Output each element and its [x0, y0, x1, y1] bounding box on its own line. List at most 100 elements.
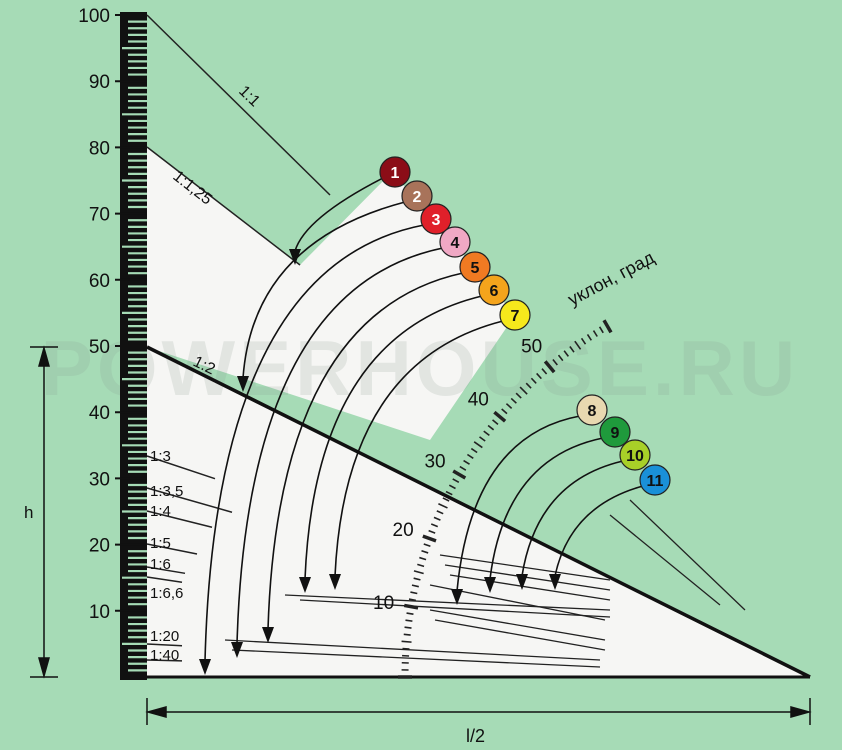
- angle-tick: [410, 591, 418, 595]
- angle-tick: [487, 424, 495, 431]
- angle-tick: [580, 337, 587, 345]
- arrow-head: [484, 577, 496, 593]
- angle-tick: [403, 633, 411, 636]
- angle-tick: [448, 484, 456, 490]
- arrow-arc: [236, 247, 444, 645]
- angle-tick: [417, 563, 425, 568]
- marker-label: 9: [611, 425, 620, 442]
- arrow-head: [299, 577, 311, 593]
- arrow-head: [262, 627, 274, 643]
- marker-label: 7: [511, 308, 520, 325]
- marker-label: 5: [471, 260, 480, 277]
- arrow-head: [329, 574, 341, 590]
- marker-label: 3: [432, 212, 441, 229]
- angle-scale-title: уклон, град: [564, 247, 658, 309]
- arrow-head: [231, 642, 243, 658]
- angle-tick: [470, 447, 478, 454]
- arrow-head: [199, 659, 211, 675]
- angle-tick: [445, 490, 453, 496]
- slope-line-segment: [146, 576, 183, 584]
- arrow-arc: [267, 272, 464, 630]
- y-tick-label: 20: [89, 536, 110, 557]
- arrow-head: [516, 574, 528, 590]
- slope-line-segment: [146, 566, 186, 575]
- marker-circle: [576, 394, 608, 426]
- angle-tick: [515, 392, 522, 399]
- angle-tick: [569, 346, 575, 353]
- fan-line-segment: [299, 599, 611, 618]
- marker-circle: [420, 203, 452, 235]
- fan-line-segment: [629, 499, 746, 611]
- y-tick-label: 10: [89, 602, 110, 623]
- arrow-arc: [521, 460, 624, 577]
- angle-tick: [422, 534, 437, 543]
- angle-tick: [430, 523, 439, 528]
- arrow-arc: [204, 224, 425, 662]
- angle-tick: [473, 441, 483, 449]
- arrow-arc: [456, 415, 581, 592]
- slope-label-1-4: 1:4: [150, 503, 171, 520]
- angle-tick: [442, 497, 450, 502]
- angle-tick: [459, 465, 467, 471]
- y-tick-label: 40: [89, 403, 110, 424]
- arrow-arc: [242, 201, 406, 379]
- arrow-head: [289, 249, 301, 265]
- angle-tick: [433, 516, 441, 521]
- y-tick-label: 30: [89, 469, 110, 490]
- marker-label: 4: [451, 235, 460, 252]
- marker-circle: [401, 180, 433, 212]
- slope-line-segment: [146, 455, 216, 480]
- fan-line-segment: [284, 594, 611, 611]
- slope-label-1-66: 1:6,6: [150, 585, 183, 602]
- arrow-head: [549, 574, 561, 590]
- angle-scale-label: 50: [521, 336, 542, 357]
- slope-line-segment: [146, 510, 213, 529]
- angle-tick: [436, 510, 444, 515]
- arrow-head: [237, 376, 249, 392]
- angle-scale-label: 10: [373, 593, 394, 614]
- angle-tick: [563, 350, 570, 357]
- angle-tick: [438, 503, 448, 509]
- angle-tick: [423, 543, 431, 548]
- angle-tick: [452, 469, 467, 480]
- marker-label: 6: [490, 283, 499, 300]
- angle-tick: [413, 577, 421, 581]
- fan-line-segment: [439, 554, 611, 581]
- arrow-arc: [334, 320, 504, 577]
- watermark: POWERHOUSE.RU: [41, 324, 799, 412]
- angle-tick: [552, 359, 558, 366]
- y-tick-label: 70: [89, 205, 110, 226]
- slope-line-segment: [146, 543, 198, 555]
- angle-tick: [411, 584, 419, 588]
- arrow-arc: [294, 177, 384, 252]
- angle-scale-label: 20: [393, 520, 414, 541]
- marker-label: 1: [391, 165, 400, 182]
- marker-circle: [439, 226, 471, 258]
- slope-label-1-20: 1:20: [150, 628, 179, 645]
- fan-line-segment: [449, 574, 611, 601]
- arrow-arc: [489, 437, 604, 580]
- marker-circle: [379, 156, 411, 188]
- marker-label: 2: [413, 189, 422, 206]
- slope-label-1-3: 1:3: [150, 448, 171, 465]
- marker-label: 10: [626, 448, 644, 465]
- arrow-arc: [554, 485, 644, 577]
- angle-tick: [501, 408, 508, 415]
- y-tick-label: 100: [78, 6, 110, 27]
- angle-tick: [505, 403, 513, 409]
- angle-tick: [598, 326, 604, 334]
- angle-tick: [406, 612, 414, 615]
- y-tick-label: 60: [89, 271, 110, 292]
- angle-tick: [419, 556, 427, 561]
- slope-line-1-125: [146, 146, 301, 266]
- fan-line-segment: [434, 619, 606, 651]
- fan-line-segment: [444, 564, 611, 591]
- y-tick-label: 50: [89, 337, 110, 358]
- fan-line-segment: [609, 514, 721, 606]
- angle-tick: [413, 570, 424, 575]
- marker-circle: [619, 439, 651, 471]
- marker-circle: [478, 274, 510, 306]
- slope-line-segment: [146, 659, 183, 662]
- angle-tick: [428, 529, 436, 534]
